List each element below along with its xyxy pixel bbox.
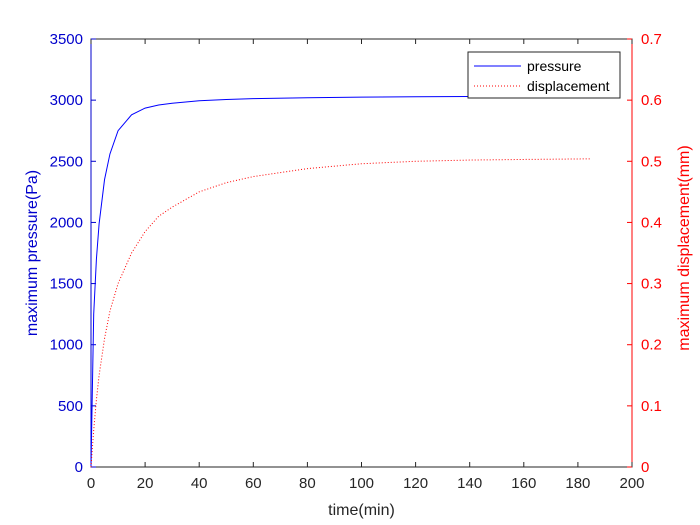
right-y-tick-label: 0.3 <box>641 276 662 293</box>
legend-label-displacement: displacement <box>527 78 610 94</box>
x-tick-label: 160 <box>511 475 536 492</box>
left-y-tick-label: 2500 <box>50 153 83 170</box>
left-y-tick-label: 3000 <box>50 92 83 109</box>
x-tick-label: 180 <box>565 475 590 492</box>
x-tick-label: 200 <box>619 475 644 492</box>
left-y-tick-label: 1500 <box>50 276 83 293</box>
x-tick-label: 20 <box>137 475 154 492</box>
left-y-axis-title: maximum pressure(Pa) <box>24 170 41 336</box>
left-y-tick-label: 0 <box>75 459 83 476</box>
left-y-axis-ticks: 0 500 1000 1500 2000 2500 3000 3500 <box>50 31 96 476</box>
right-y-tick-label: 0.2 <box>641 337 662 354</box>
series-line-displacement <box>90 158 592 468</box>
x-tick-label: 100 <box>349 475 374 492</box>
right-y-tick-label: 0 <box>641 459 649 476</box>
legend-label-pressure: pressure <box>527 58 582 74</box>
left-y-tick-label: 3500 <box>50 31 83 48</box>
series-layer <box>90 95 592 468</box>
x-tick-label: 80 <box>299 475 316 492</box>
right-y-axis-ticks: 0 0.1 0.2 0.3 0.4 0.5 0.6 0.7 <box>627 31 662 476</box>
right-y-tick-label: 0.6 <box>641 92 662 109</box>
right-y-axis-title: maximum displacement(mm) <box>676 145 693 350</box>
legend: pressure displacement <box>467 51 621 99</box>
x-axis-ticks: 0 20 40 60 80 100 120 140 160 180 200 <box>87 39 645 492</box>
right-y-tick-label: 0.4 <box>641 214 662 231</box>
right-y-tick-label: 0.7 <box>641 31 662 48</box>
series-line-pressure <box>90 95 484 468</box>
right-y-tick-label: 0.1 <box>641 398 662 415</box>
x-axis-title: time(min) <box>328 502 395 519</box>
left-y-tick-label: 2000 <box>50 214 83 231</box>
x-tick-label: 60 <box>245 475 262 492</box>
x-tick-label: 40 <box>191 475 208 492</box>
x-tick-label: 0 <box>87 475 95 492</box>
legend-box <box>467 51 621 99</box>
right-y-tick-label: 0.5 <box>641 153 662 170</box>
x-tick-label: 120 <box>403 475 428 492</box>
left-y-tick-label: 1000 <box>50 337 83 354</box>
left-y-tick-label: 500 <box>58 398 83 415</box>
x-tick-label: 140 <box>457 475 482 492</box>
